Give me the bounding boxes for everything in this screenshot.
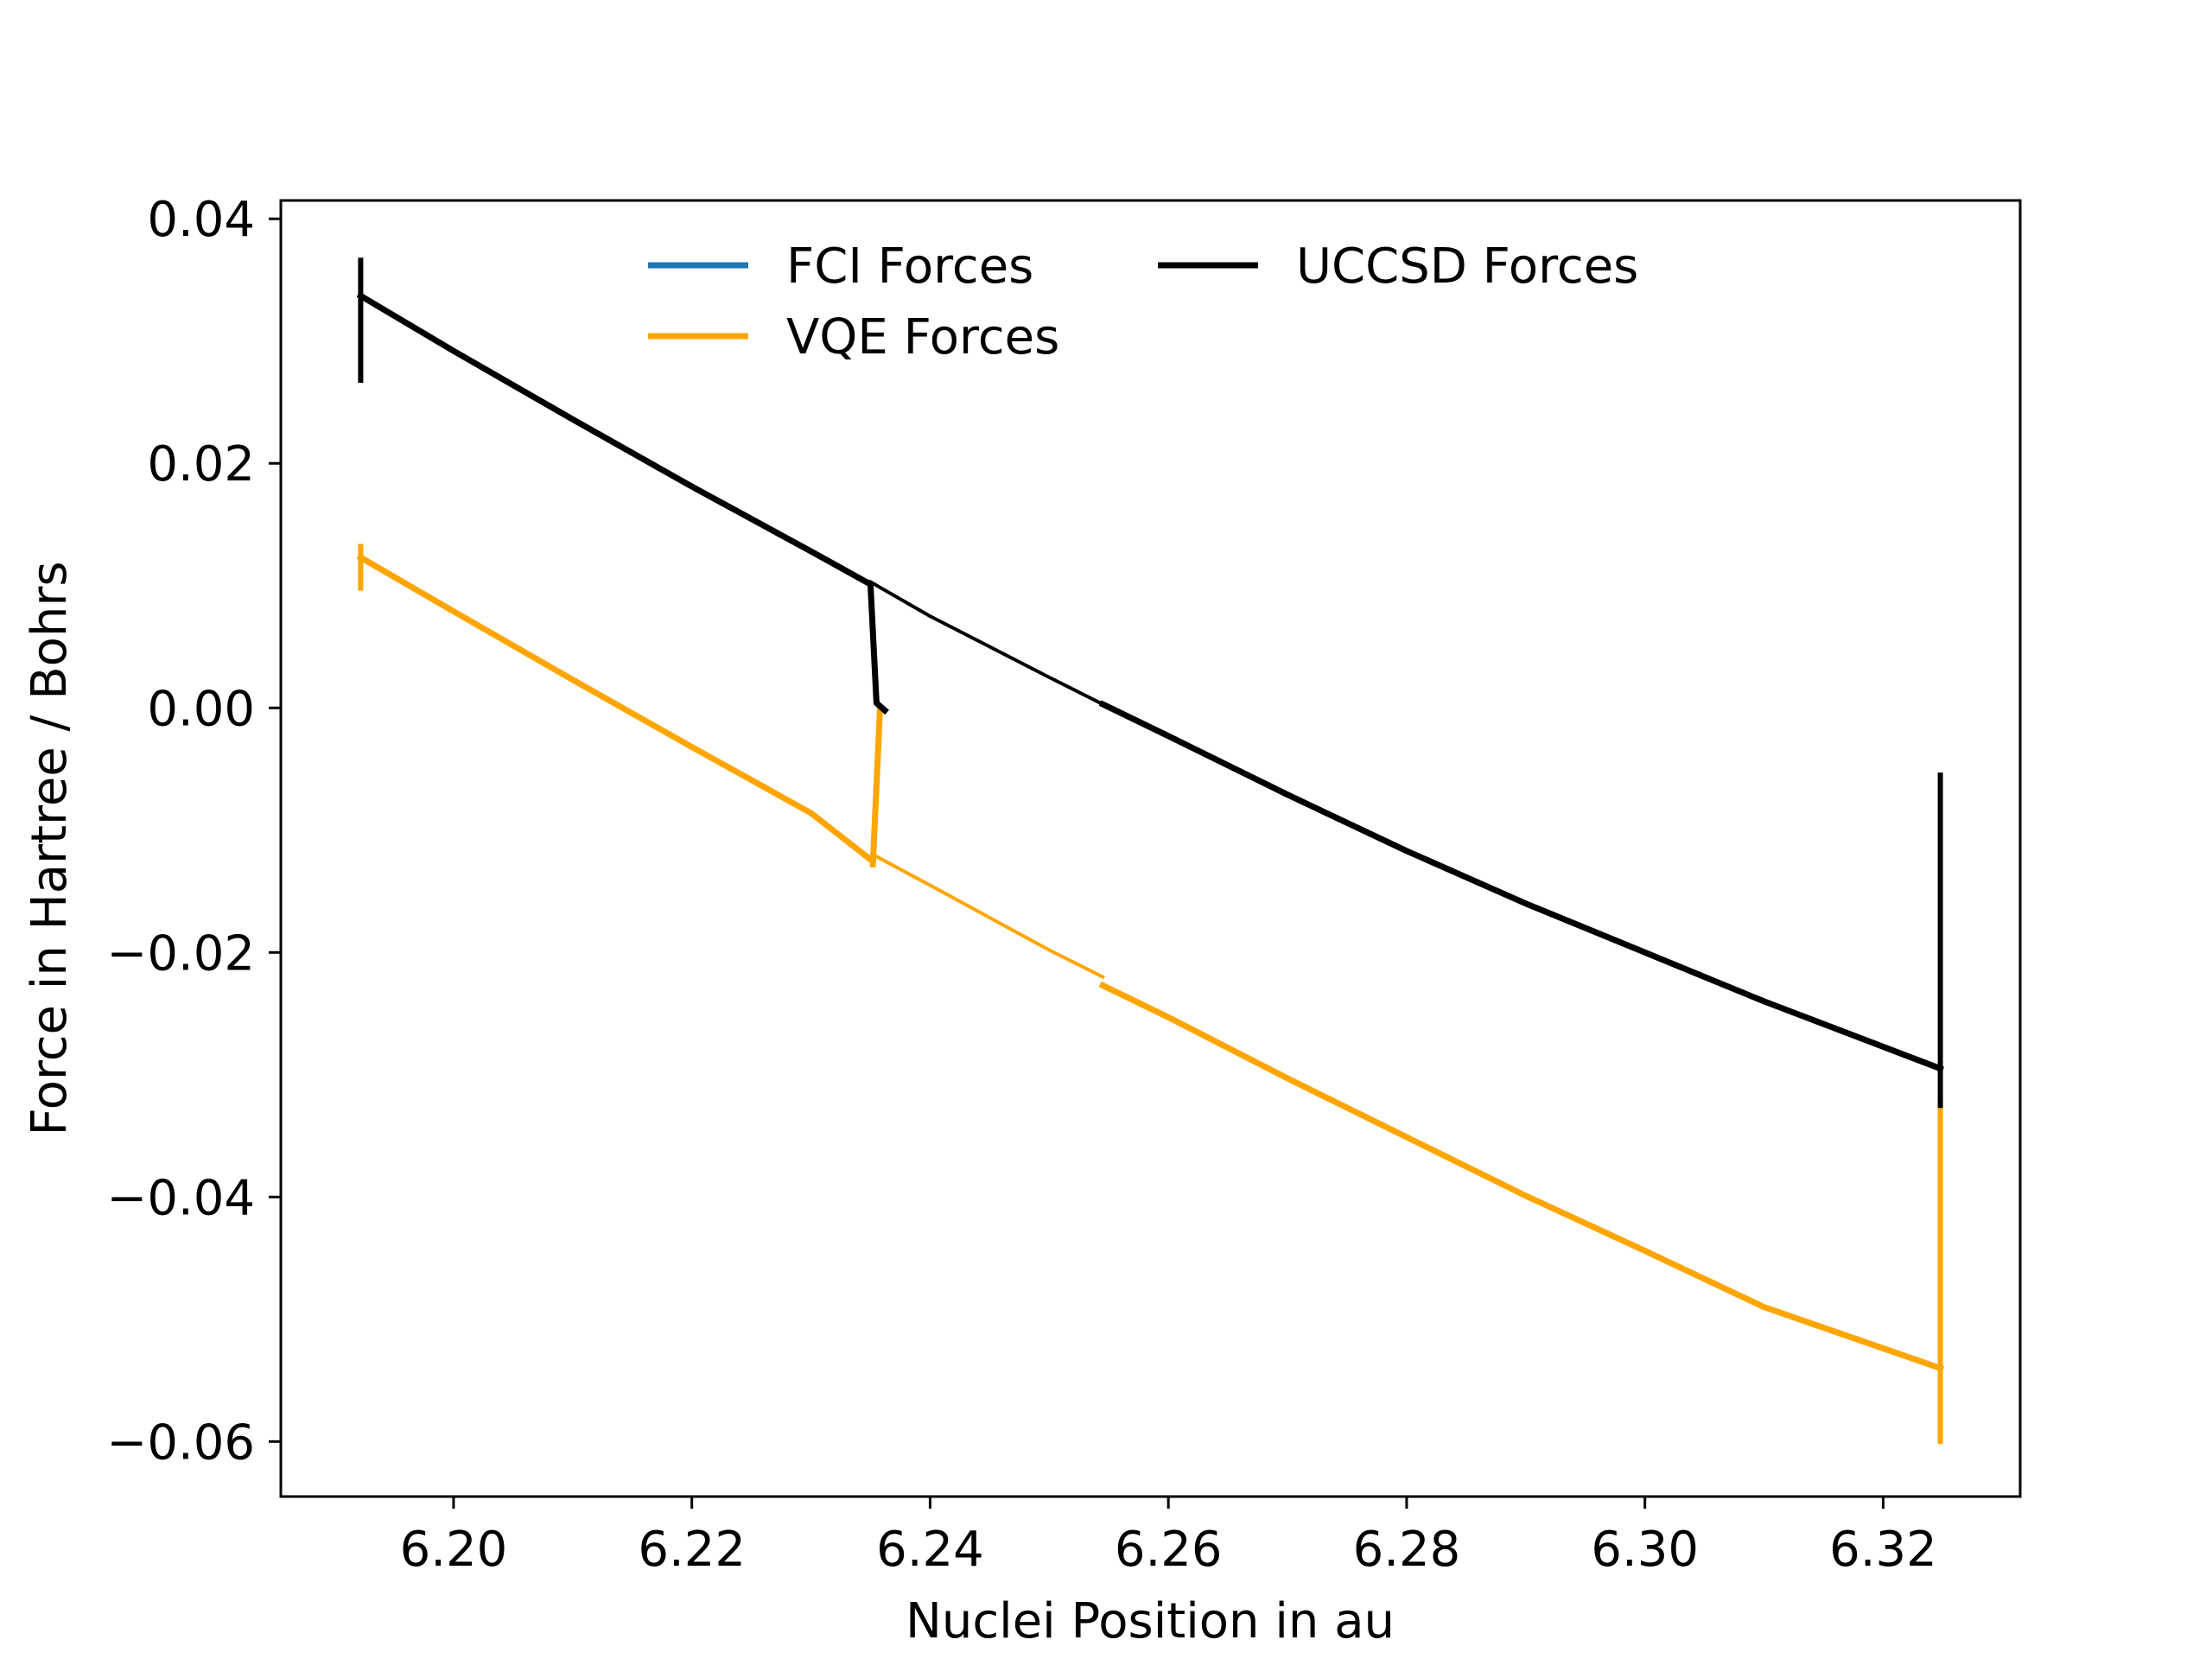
x-tick-label: 6.30 (1591, 1522, 1699, 1578)
y-axis-label: Force in Hartree / Bohrs (22, 561, 78, 1135)
x-tick-label: 6.26 (1115, 1522, 1223, 1578)
y-tick-label: 0.04 (147, 192, 255, 248)
x-tick-label: 6.22 (638, 1522, 746, 1578)
legend-item-uccsd-forces: UCCSD Forces (1158, 238, 1638, 295)
uccsd-forces-line-segment (867, 582, 889, 715)
series-uccsd-forces (356, 257, 1945, 1109)
legend-label: UCCSD Forces (1296, 238, 1638, 295)
y-tick-label: −0.02 (106, 925, 255, 982)
y-axis: 0.04 0.02 0.00 −0.02 −0.04 −0.06 (106, 192, 281, 1471)
series-layer (356, 257, 1945, 1445)
vqe-forces-line-segment (356, 553, 875, 864)
uccsd-forces-line-segment (1098, 700, 1945, 1073)
legend-item-vqe-forces: VQE Forces (648, 309, 1059, 365)
x-tick-label: 6.24 (876, 1522, 984, 1578)
y-tick-label: −0.06 (106, 1414, 255, 1471)
legend-label: FCI Forces (786, 238, 1033, 295)
uccsd-forces-line-segment (868, 579, 1105, 707)
vqe-forces-line-segment (869, 704, 884, 868)
legend-label: VQE Forces (786, 309, 1059, 365)
vqe-forces-line-segment (870, 852, 1105, 980)
x-tick-label: 6.28 (1353, 1522, 1461, 1578)
plot-frame (279, 199, 2022, 1498)
x-tick-label: 6.32 (1829, 1522, 1937, 1578)
vqe-forces-line-segment (1098, 981, 1945, 1372)
x-tick-label: 6.20 (400, 1522, 508, 1578)
y-tick-label: 0.00 (147, 681, 255, 737)
x-axis-label: Nuclei Position in au (906, 1593, 1395, 1649)
x-axis: 6.20 6.22 6.24 6.26 6.28 6.30 6.32 (400, 1497, 1937, 1578)
legend-item-fci-forces: FCI Forces (648, 238, 1033, 295)
legend: FCI Forces VQE Forces UCCSD Forces (648, 238, 1638, 365)
uccsd-forces-line-segment (356, 291, 875, 589)
y-tick-label: 0.02 (147, 436, 255, 493)
y-tick-label: −0.04 (106, 1170, 255, 1226)
series-vqe-forces (356, 543, 1945, 1445)
